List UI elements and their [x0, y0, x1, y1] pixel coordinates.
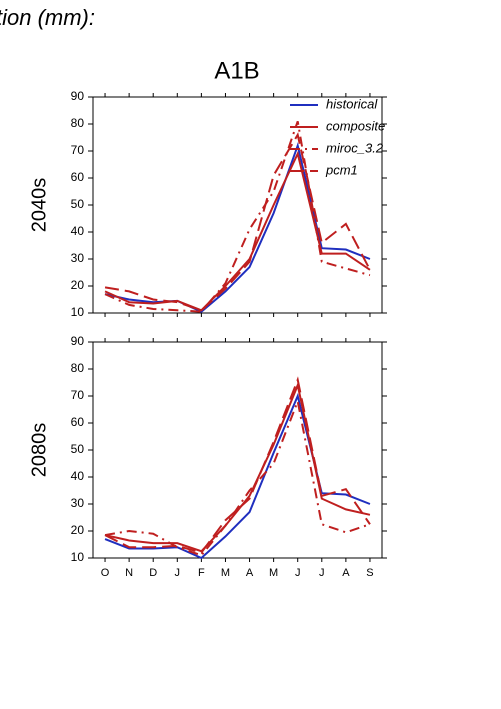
- series-line: [104, 120, 371, 313]
- legend-label: composite: [326, 118, 385, 133]
- y-tick-label: 90: [71, 89, 85, 103]
- x-tick-label: F: [198, 567, 205, 579]
- series-line: [104, 381, 371, 553]
- y-tick-label: 50: [71, 442, 85, 456]
- y-tick-label: 70: [71, 388, 85, 402]
- y-tick-label: 50: [71, 197, 85, 211]
- series-line: [104, 376, 371, 554]
- x-tick-label: J: [319, 567, 325, 579]
- y-tick-label: 20: [71, 523, 85, 537]
- series-line: [104, 397, 371, 557]
- y-tick-label: 10: [71, 305, 85, 319]
- x-tick-label: N: [125, 567, 133, 579]
- y-tick-label: 80: [71, 361, 85, 375]
- x-tick-label: A: [246, 567, 254, 579]
- y-tick-label: 70: [71, 143, 85, 157]
- y-axis-label: 2040s: [28, 178, 50, 233]
- y-tick-label: 40: [71, 224, 85, 238]
- y-tick-label: 30: [71, 251, 85, 265]
- y-tick-label: 10: [71, 550, 85, 564]
- y-axis-label: 2080s: [28, 423, 50, 478]
- y-tick-label: 40: [71, 469, 85, 483]
- x-tick-label: J: [295, 567, 301, 579]
- x-tick-label: A: [342, 567, 350, 579]
- chart-title: A1B: [214, 57, 259, 84]
- y-tick-label: 90: [71, 334, 85, 348]
- series-line: [104, 150, 371, 312]
- x-tick-label: M: [221, 567, 230, 579]
- y-tick-label: 60: [71, 415, 85, 429]
- y-tick-label: 80: [71, 116, 85, 130]
- y-tick-label: 30: [71, 496, 85, 510]
- series-line: [104, 142, 371, 313]
- x-tick-label: S: [366, 567, 373, 579]
- x-tick-label: O: [101, 567, 110, 579]
- series-line: [104, 392, 371, 560]
- header: tion (mm):: [0, 5, 95, 30]
- series-line: [104, 132, 371, 312]
- y-tick-label: 60: [71, 170, 85, 184]
- x-tick-label: D: [149, 567, 157, 579]
- legend-label: pcm1: [325, 162, 358, 177]
- y-tick-label: 20: [71, 278, 85, 292]
- x-tick-label: M: [269, 567, 278, 579]
- x-tick-label: J: [175, 567, 181, 579]
- legend-label: miroc_3.2: [326, 140, 384, 155]
- legend-label: historical: [326, 96, 378, 111]
